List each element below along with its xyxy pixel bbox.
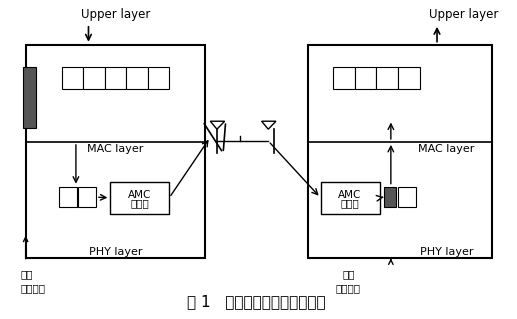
Bar: [126, 67, 148, 89]
Bar: [398, 67, 420, 89]
Bar: [26, 45, 205, 258]
Text: PHY layer: PHY layer: [419, 247, 473, 257]
Bar: [308, 45, 492, 258]
Polygon shape: [210, 121, 225, 129]
Bar: [384, 187, 397, 207]
Bar: [110, 182, 169, 214]
Bar: [333, 67, 355, 89]
Bar: [321, 182, 379, 214]
Text: 信道
错误丢包: 信道 错误丢包: [336, 270, 361, 293]
Bar: [83, 67, 104, 89]
Text: 图 1   无线数据包传输系统模型: 图 1 无线数据包传输系统模型: [187, 294, 326, 309]
Bar: [62, 67, 83, 89]
Text: 队列
溢出丢包: 队列 溢出丢包: [21, 270, 45, 293]
Bar: [376, 67, 398, 89]
Text: Upper layer: Upper layer: [429, 8, 499, 21]
Bar: [23, 67, 36, 128]
Text: 解调器: 解调器: [341, 198, 359, 209]
Polygon shape: [262, 121, 276, 129]
Text: AMC: AMC: [128, 190, 151, 200]
Text: MAC layer: MAC layer: [87, 144, 144, 153]
Text: Upper layer: Upper layer: [81, 8, 150, 21]
Bar: [104, 67, 126, 89]
Text: PHY layer: PHY layer: [88, 247, 142, 257]
Bar: [78, 187, 96, 207]
Text: 调制器: 调制器: [130, 198, 149, 209]
Bar: [398, 187, 416, 207]
Bar: [148, 67, 169, 89]
Text: AMC: AMC: [339, 190, 362, 200]
Text: MAC layer: MAC layer: [418, 144, 475, 153]
Bar: [59, 187, 77, 207]
Bar: [355, 67, 376, 89]
